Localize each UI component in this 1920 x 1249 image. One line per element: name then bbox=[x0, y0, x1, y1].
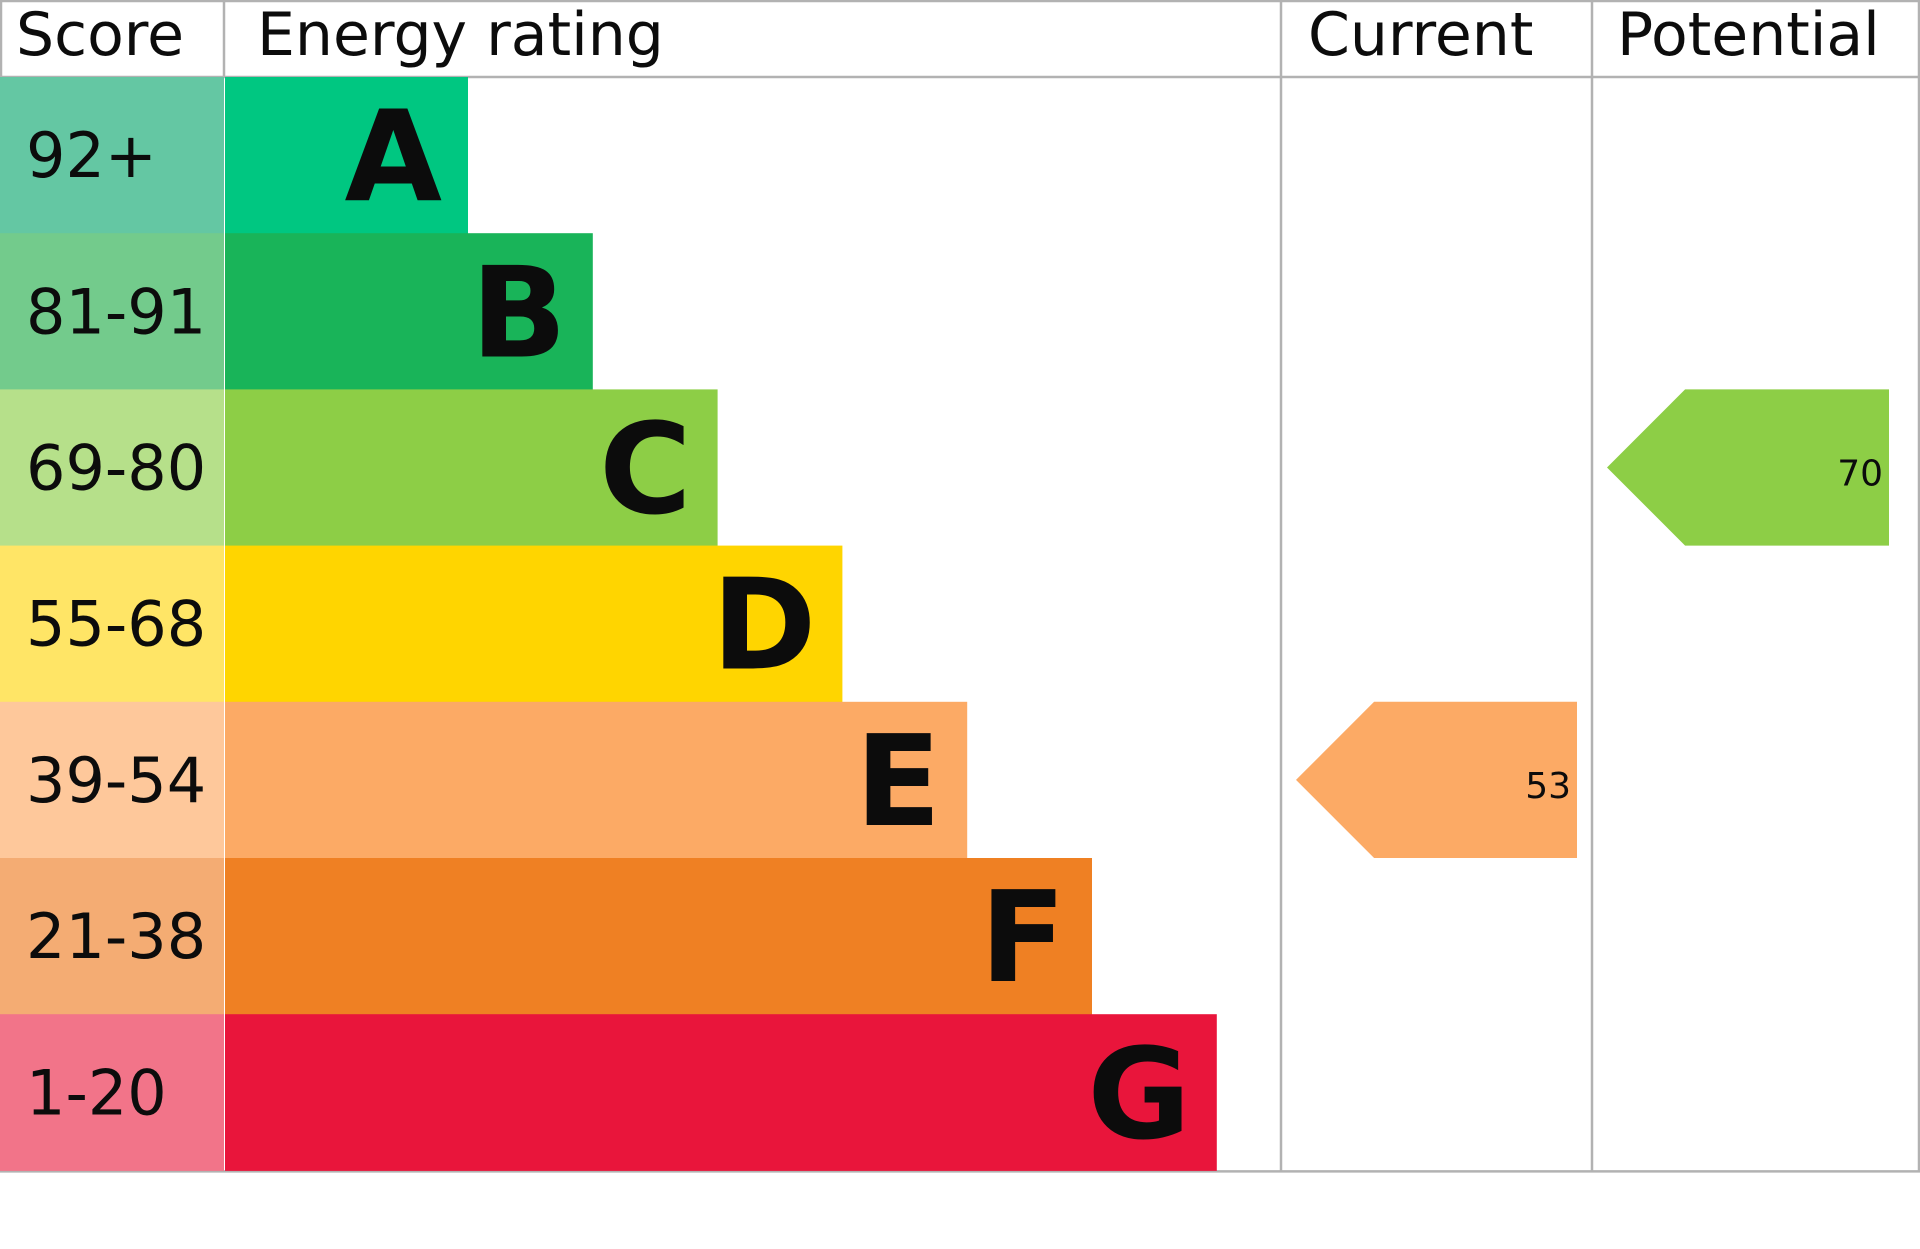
band-letter-G: G bbox=[1087, 1020, 1190, 1167]
potential-value: 70 bbox=[1837, 454, 1883, 495]
current-arrow bbox=[1296, 701, 1577, 858]
header-score: Score bbox=[16, 0, 184, 70]
band-bar-G bbox=[225, 1014, 1217, 1171]
score-label-C: 69-80 bbox=[26, 432, 206, 505]
score-cell-G bbox=[0, 1014, 224, 1171]
band-bar-D bbox=[225, 545, 843, 703]
band-bar-B bbox=[225, 233, 593, 390]
band-bar-E bbox=[225, 701, 968, 859]
score-label-B: 81-91 bbox=[26, 275, 206, 348]
score-cell-B bbox=[0, 233, 224, 390]
band-letter-F: F bbox=[980, 864, 1066, 1011]
potential-arrow bbox=[1607, 389, 1889, 546]
band-bar-F bbox=[225, 858, 1092, 1015]
score-label-A: 92+ bbox=[26, 119, 157, 192]
score-cell-F bbox=[0, 858, 224, 1015]
score-cell-D bbox=[0, 545, 224, 703]
score-label-F: 21-38 bbox=[26, 900, 206, 973]
band-letter-C: C bbox=[599, 396, 691, 543]
header-potential: Potential bbox=[1617, 0, 1880, 70]
rating-arrows: 53 70 bbox=[1296, 389, 1889, 858]
score-cell-A bbox=[0, 77, 224, 234]
score-cell-C bbox=[0, 389, 224, 547]
score-label-E: 39-54 bbox=[26, 744, 206, 817]
band-letter-E: E bbox=[855, 708, 941, 855]
bands: 92+ A 81-91 B 69-80 C 55-68 D 39-54 E 21-38 F 1-20 G bbox=[0, 77, 1217, 1171]
score-cell-E bbox=[0, 701, 224, 859]
current-value: 53 bbox=[1525, 766, 1571, 807]
band-letter-B: B bbox=[471, 239, 567, 386]
band-bar-C bbox=[225, 389, 718, 547]
header-current: Current bbox=[1308, 0, 1533, 70]
score-label-D: 55-68 bbox=[26, 588, 206, 661]
band-letter-D: D bbox=[712, 552, 817, 699]
band-letter-A: A bbox=[344, 83, 442, 230]
band-bar-A bbox=[225, 77, 468, 234]
header-energy-rating: Energy rating bbox=[257, 0, 664, 70]
score-label-G: 1-20 bbox=[26, 1056, 167, 1129]
